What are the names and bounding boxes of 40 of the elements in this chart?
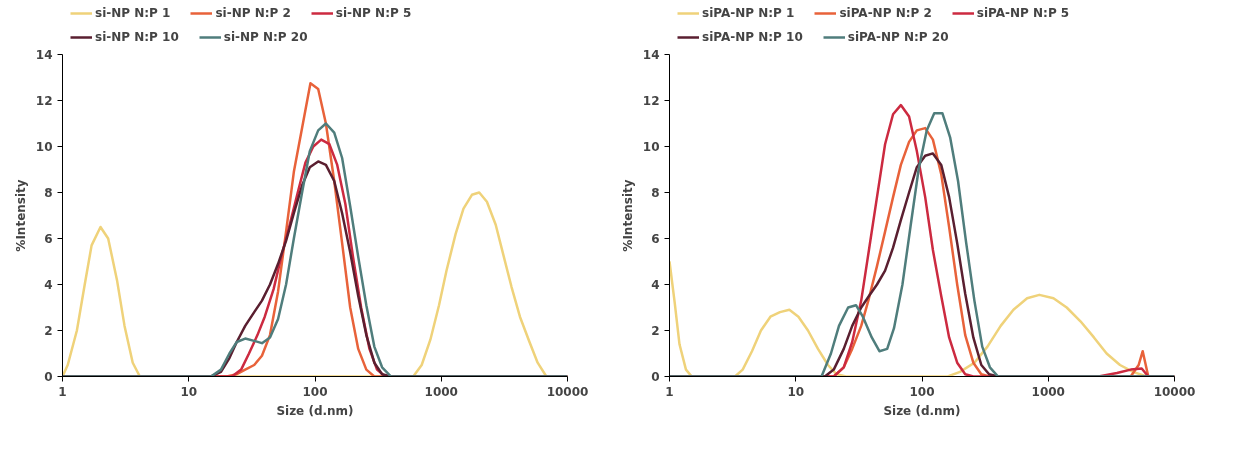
y-tick-label: 14 xyxy=(35,48,53,62)
legend-label: si-NP N:P 2 xyxy=(215,6,291,20)
x-tick-label: 10 xyxy=(180,384,198,399)
x-tick-label: 1000 xyxy=(424,384,458,399)
legend-label: si-NP N:P 1 xyxy=(95,6,171,20)
x-tick-label: 100 xyxy=(302,384,328,399)
y-tick-label: 6 xyxy=(651,232,660,246)
x-tick-label: 1000 xyxy=(1031,384,1065,399)
y-tick-label: 8 xyxy=(651,186,660,200)
y-axis-title: %Intensity xyxy=(13,179,28,252)
legend-label: siPA-NP N:P 1 xyxy=(702,6,795,20)
y-tick-label: 14 xyxy=(642,48,660,62)
x-tick-label: 1 xyxy=(665,384,674,399)
legend-label: siPA-NP N:P 5 xyxy=(976,6,1070,20)
y-axis-title: %Intensity xyxy=(620,179,635,252)
y-tick-label: 12 xyxy=(35,94,53,108)
x-tick-label: 10 xyxy=(787,384,805,399)
y-tick-label: 10 xyxy=(35,140,53,154)
y-tick-label: 10 xyxy=(642,140,660,154)
x-tick-label: 1 xyxy=(58,384,67,399)
legend-label: si-NP N:P 5 xyxy=(335,6,412,20)
y-tick-label: 8 xyxy=(44,186,53,200)
y-tick-label: 12 xyxy=(642,94,660,108)
legend-label: si-NP N:P 20 xyxy=(223,30,308,44)
legend-label: siPA-NP N:P 2 xyxy=(839,6,932,20)
legend-label: si-NP N:P 10 xyxy=(95,30,179,44)
y-tick-label: 4 xyxy=(651,278,660,292)
y-tick-label: 6 xyxy=(44,232,53,246)
x-tick-label: 100 xyxy=(909,384,935,399)
x-tick-label: 10000 xyxy=(1153,384,1196,399)
legend-label: siPA-NP N:P 20 xyxy=(847,30,949,44)
y-tick-label: 2 xyxy=(651,324,660,338)
y-tick-label: 0 xyxy=(44,370,53,384)
legend-label: siPA-NP N:P 10 xyxy=(702,30,803,44)
x-tick-label: 10000 xyxy=(546,384,589,399)
x-axis-title: Size (d.nm) xyxy=(883,403,961,418)
y-tick-label: 0 xyxy=(651,370,660,384)
x-axis-title: Size (d.nm) xyxy=(276,403,354,418)
y-tick-label: 4 xyxy=(44,278,53,292)
y-tick-label: 2 xyxy=(44,324,53,338)
